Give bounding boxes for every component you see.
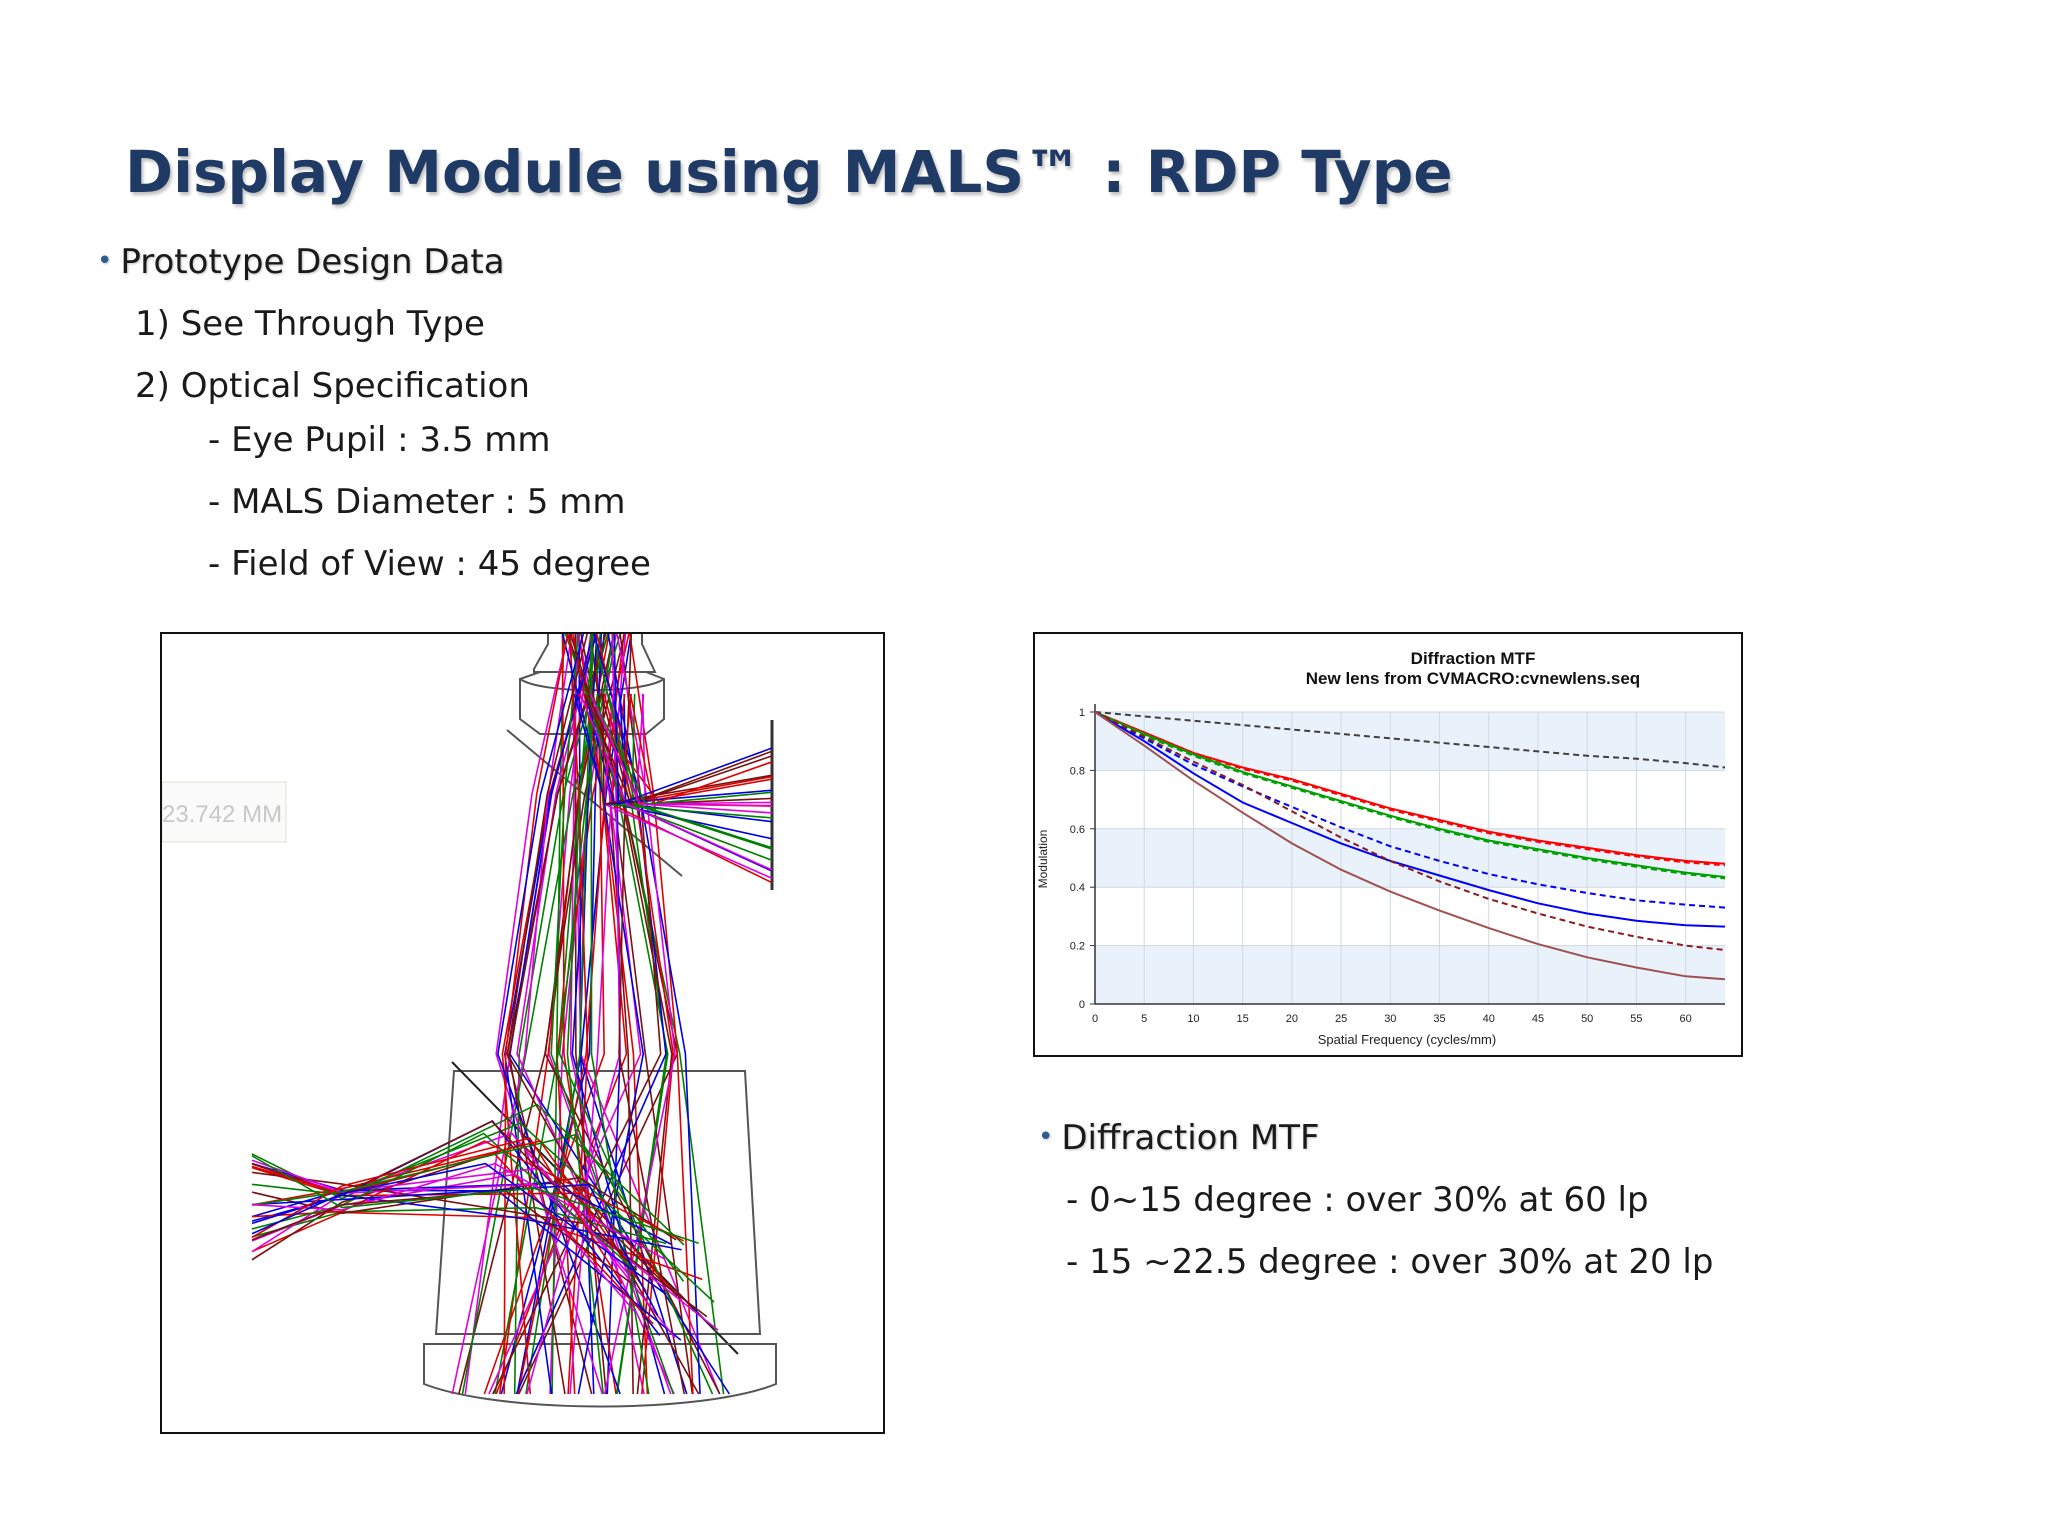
- y-tick-label: 0.8: [1070, 765, 1085, 777]
- y-tick-label: 0.4: [1070, 882, 1085, 894]
- ray: [251, 1137, 623, 1284]
- chart-axes: 0 5 10 15 20 25 30 35 40 45 50 55 60 0 0.2 0.4 0.6 0.8 1: [1070, 704, 1725, 1025]
- ray: [641, 693, 773, 807]
- ray: [508, 633, 607, 1395]
- ray: [251, 1122, 715, 1303]
- plot-background: [1095, 712, 1725, 1004]
- series-line-0: [1094, 711, 1726, 769]
- ray-bundle: [251, 633, 773, 1395]
- x-tick-label: 35: [1433, 1013, 1445, 1025]
- top-lens-1: [533, 634, 657, 673]
- ray: [603, 693, 773, 805]
- plot-band: [1095, 887, 1725, 946]
- item-optical-spec: 2) Optical Specification: [135, 366, 530, 406]
- ray: [629, 693, 773, 806]
- ray-trace-diagram: 23.742 MM: [161, 633, 777, 1408]
- ray: [600, 693, 773, 806]
- spec-eye-pupil: - Eye Pupil : 3.5 mm: [208, 420, 551, 460]
- scale-label: 23.742 MM: [162, 801, 282, 828]
- series-line-2: [1094, 711, 1726, 867]
- x-tick-label: 60: [1680, 1013, 1692, 1025]
- ray: [602, 693, 773, 805]
- series-line-8: [1094, 711, 1726, 981]
- ray: [251, 1162, 665, 1260]
- spec-field-of-view: - Field of View : 45 degree: [208, 544, 651, 584]
- x-tick-label: 0: [1092, 1013, 1098, 1025]
- x-tick-label: 45: [1532, 1013, 1544, 1025]
- ray: [251, 1171, 708, 1318]
- x-tick-label: 40: [1483, 1013, 1495, 1025]
- x-tick-label: 25: [1335, 1013, 1347, 1025]
- ray: [251, 1206, 667, 1245]
- ray: [251, 1190, 633, 1285]
- x-tick-label: 10: [1187, 1013, 1199, 1025]
- x-tick-label: 20: [1286, 1013, 1298, 1025]
- y-axis-label: Modulation: [1036, 830, 1050, 889]
- bullet-heading: Prototype Design Data: [120, 242, 505, 282]
- plot-band: [1095, 828, 1725, 888]
- bullet-diffraction-mtf: • Diffraction MTF: [1038, 1118, 1320, 1158]
- chart-subtitle: New lens from CVMACRO:cvnewlens.seq: [1306, 669, 1640, 688]
- y-tick-label: 0.2: [1070, 941, 1085, 953]
- ray: [614, 693, 773, 806]
- mtf-chart: Diffraction MTF New lens from CVMACRO:cv…: [1036, 649, 1726, 1047]
- bullet-dot: •: [1038, 1122, 1054, 1152]
- x-axis-label: Spatial Frequency (cycles/mm): [1318, 1032, 1496, 1047]
- series-line-7: [1094, 711, 1726, 951]
- series-line-3: [1094, 711, 1726, 878]
- ray: [593, 633, 701, 1395]
- chart-title: Diffraction MTF: [1411, 649, 1536, 668]
- ray: [550, 633, 675, 1395]
- x-tick-label: 50: [1581, 1013, 1593, 1025]
- x-tick-label: 30: [1384, 1013, 1396, 1025]
- ray: [251, 1133, 685, 1282]
- spec-mals-diameter: - MALS Diameter : 5 mm: [208, 482, 626, 522]
- ray: [492, 633, 662, 1395]
- mtf-item-0-15: - 0~15 degree : over 30% at 60 lp: [1066, 1180, 1649, 1220]
- ray: [451, 633, 573, 1395]
- ray: [251, 1183, 659, 1316]
- ray: [589, 693, 773, 814]
- ray: [503, 633, 569, 1395]
- x-tick-label: 15: [1237, 1013, 1249, 1025]
- ray: [585, 693, 773, 861]
- ray: [561, 633, 617, 1395]
- slide-title: Display Module using MALS™ : RDP Type: [125, 138, 1453, 206]
- chart-series: [1094, 711, 1726, 981]
- ray: [251, 1155, 699, 1244]
- bullet-dot: •: [97, 246, 113, 276]
- ray: [251, 1194, 682, 1251]
- ray: [579, 693, 773, 871]
- ray: [458, 633, 626, 1395]
- x-tick-label: 5: [1141, 1013, 1147, 1025]
- ray: [569, 633, 673, 1395]
- ray: [251, 1140, 647, 1292]
- ray: [251, 1120, 638, 1271]
- ray: [584, 693, 773, 805]
- bottom-lens: [423, 1343, 777, 1408]
- mtf-item-15-22: - 15 ~22.5 degree : over 30% at 20 lp: [1066, 1242, 1714, 1282]
- plot-band: [1095, 770, 1725, 829]
- y-tick-label: 0: [1079, 999, 1085, 1011]
- ray: [607, 693, 773, 849]
- ray: [251, 1143, 679, 1297]
- bullet-prototype-design-data: • Prototype Design Data: [97, 242, 505, 282]
- ray: [251, 1132, 635, 1271]
- ray-diagram-frame: 23.742 MM: [160, 632, 885, 1434]
- mtf-chart-frame: Diffraction MTF New lens from CVMACRO:cv…: [1033, 632, 1743, 1057]
- plot-band: [1095, 945, 1725, 1004]
- item-see-through: 1) See Through Type: [135, 304, 485, 344]
- y-tick-label: 0.6: [1070, 824, 1085, 836]
- series-line-6: [1094, 711, 1726, 928]
- bullet-heading: Diffraction MTF: [1061, 1118, 1320, 1158]
- scale-box: [161, 781, 287, 843]
- ray: [251, 1162, 667, 1296]
- ray: [567, 633, 589, 1395]
- series-line-5: [1094, 711, 1726, 909]
- x-tick-label: 55: [1630, 1013, 1642, 1025]
- y-tick-label: 1: [1079, 707, 1085, 719]
